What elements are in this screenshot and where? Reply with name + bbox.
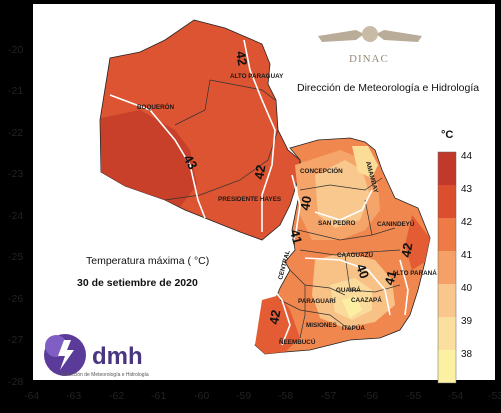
isotherm-labels: 42 43 42 40 41 42 40 41 42 <box>180 50 415 326</box>
country-shape <box>99 19 431 355</box>
x-tick-label: -58 <box>278 390 293 402</box>
warm-zone-40 <box>315 160 370 228</box>
dmh-logo-text: dmh <box>92 343 143 370</box>
legend-label: 44 <box>461 151 473 162</box>
dinac-caption: Dirección de Meteorología e Hidrología <box>297 82 479 94</box>
legend-label: 38 <box>461 349 473 360</box>
y-tick-label: -28 <box>8 376 23 388</box>
dinac-logo-text: DINAC <box>349 53 389 65</box>
department-labels: ALTO PARAGUAY BOQUERÓN PRESIDENTE HAYES … <box>137 73 437 346</box>
warm-zone-south-38 <box>342 296 362 318</box>
legend-label: 42 <box>461 217 473 228</box>
dinac-logo: DINAC <box>318 26 422 65</box>
legend-swatch <box>438 317 456 350</box>
map-title: Temperatura máxima ( °C) <box>86 255 209 267</box>
dept-label: GUAIRÁ <box>336 285 361 294</box>
x-tick-label: -53 <box>488 390 501 402</box>
y-tick-label: -21 <box>8 85 23 97</box>
dept-label: CAAZAPÁ <box>351 295 382 304</box>
x-tick-label: -59 <box>236 390 251 402</box>
map-date: 30 de setiembre de 2020 <box>77 277 198 289</box>
dept-label: ALTO PARAGUAY <box>230 73 284 80</box>
legend-swatch <box>438 251 456 284</box>
y-tick-label: -26 <box>8 293 23 305</box>
isotherm-label: 41 <box>287 228 305 246</box>
x-tick-label: -57 <box>321 390 336 402</box>
x-tick-label: -56 <box>363 390 378 402</box>
legend-swatch <box>438 218 456 251</box>
y-tick-label: -27 <box>8 334 23 346</box>
legend-swatch <box>438 350 456 383</box>
legend-label: 40 <box>461 283 473 294</box>
legend-label: 41 <box>461 250 473 261</box>
x-tick-label: -54 <box>448 390 463 402</box>
warm-zone-amambay <box>352 146 378 178</box>
y-tick-label: -25 <box>8 251 23 263</box>
legend-unit: °C <box>441 129 453 141</box>
x-axis: -64 -63 -62 -61 -60 -59 -58 -57 -56 -55 … <box>24 390 501 402</box>
dmh-logo: dmh Dirección de Meteorología e Hidrolog… <box>44 334 149 378</box>
dept-label: ALTO PARANÁ <box>392 268 437 277</box>
x-tick-label: -60 <box>194 390 209 402</box>
dept-label: PARAGUARÍ <box>298 296 336 305</box>
dept-label: ÑEEMBUCÚ <box>279 337 316 346</box>
y-tick-label: -24 <box>8 210 23 222</box>
dinac-wings-icon <box>318 30 422 42</box>
dept-label: CANINDEYÚ <box>377 219 415 228</box>
x-tick-label: -63 <box>66 390 81 402</box>
isotherm-label: 41 <box>381 269 399 287</box>
isotherm-label: 43 <box>180 152 200 172</box>
isotherm-label: 42 <box>233 50 250 67</box>
isotherm-label: 42 <box>266 309 283 326</box>
isotherm-label: 40 <box>353 262 372 281</box>
legend-label: 43 <box>461 184 473 195</box>
y-axis: -20 -21 -22 -23 -24 -25 -26 -27 -28 <box>8 44 23 388</box>
legend-swatch <box>438 284 456 317</box>
legend-swatch <box>438 152 456 185</box>
department-borders <box>164 79 401 339</box>
isotherms <box>109 39 409 346</box>
legend-swatch <box>438 185 456 218</box>
x-tick-label: -61 <box>151 390 166 402</box>
boqueron-dark-zone <box>101 110 197 207</box>
isotherm-label: 40 <box>297 195 314 212</box>
dept-label: PRESIDENTE HAYES <box>218 196 281 203</box>
isotherm-label: 42 <box>398 242 415 259</box>
x-tick-label: -55 <box>406 390 421 402</box>
isotherm-label: 42 <box>251 164 268 181</box>
dept-label: BOQUERÓN <box>137 102 175 111</box>
x-tick-label: -64 <box>24 390 39 402</box>
legend-frame <box>437 151 457 384</box>
dmh-caption: Dirección de Meteorología e Hidrología <box>62 372 149 378</box>
neembucu-hot-zone <box>255 295 300 354</box>
dept-label: SAN PEDRO <box>318 220 356 227</box>
alto-parana-hot-zone <box>405 215 430 270</box>
legend: °C 44 43 42 41 40 39 38 <box>437 129 473 384</box>
lightning-icon <box>58 340 74 370</box>
dept-label: ITAPÚA <box>342 323 365 332</box>
x-tick-label: -62 <box>109 390 124 402</box>
dept-label: MISIONES <box>306 322 337 329</box>
dinac-emblem-icon <box>362 26 378 42</box>
legend-label: 39 <box>461 316 473 327</box>
dept-label: CONCEPCIÓN <box>300 166 343 175</box>
dept-label: CAAGUAZÚ <box>337 250 373 259</box>
y-tick-label: -22 <box>8 127 23 139</box>
y-tick-label: -20 <box>8 44 23 56</box>
y-tick-label: -23 <box>8 168 23 180</box>
